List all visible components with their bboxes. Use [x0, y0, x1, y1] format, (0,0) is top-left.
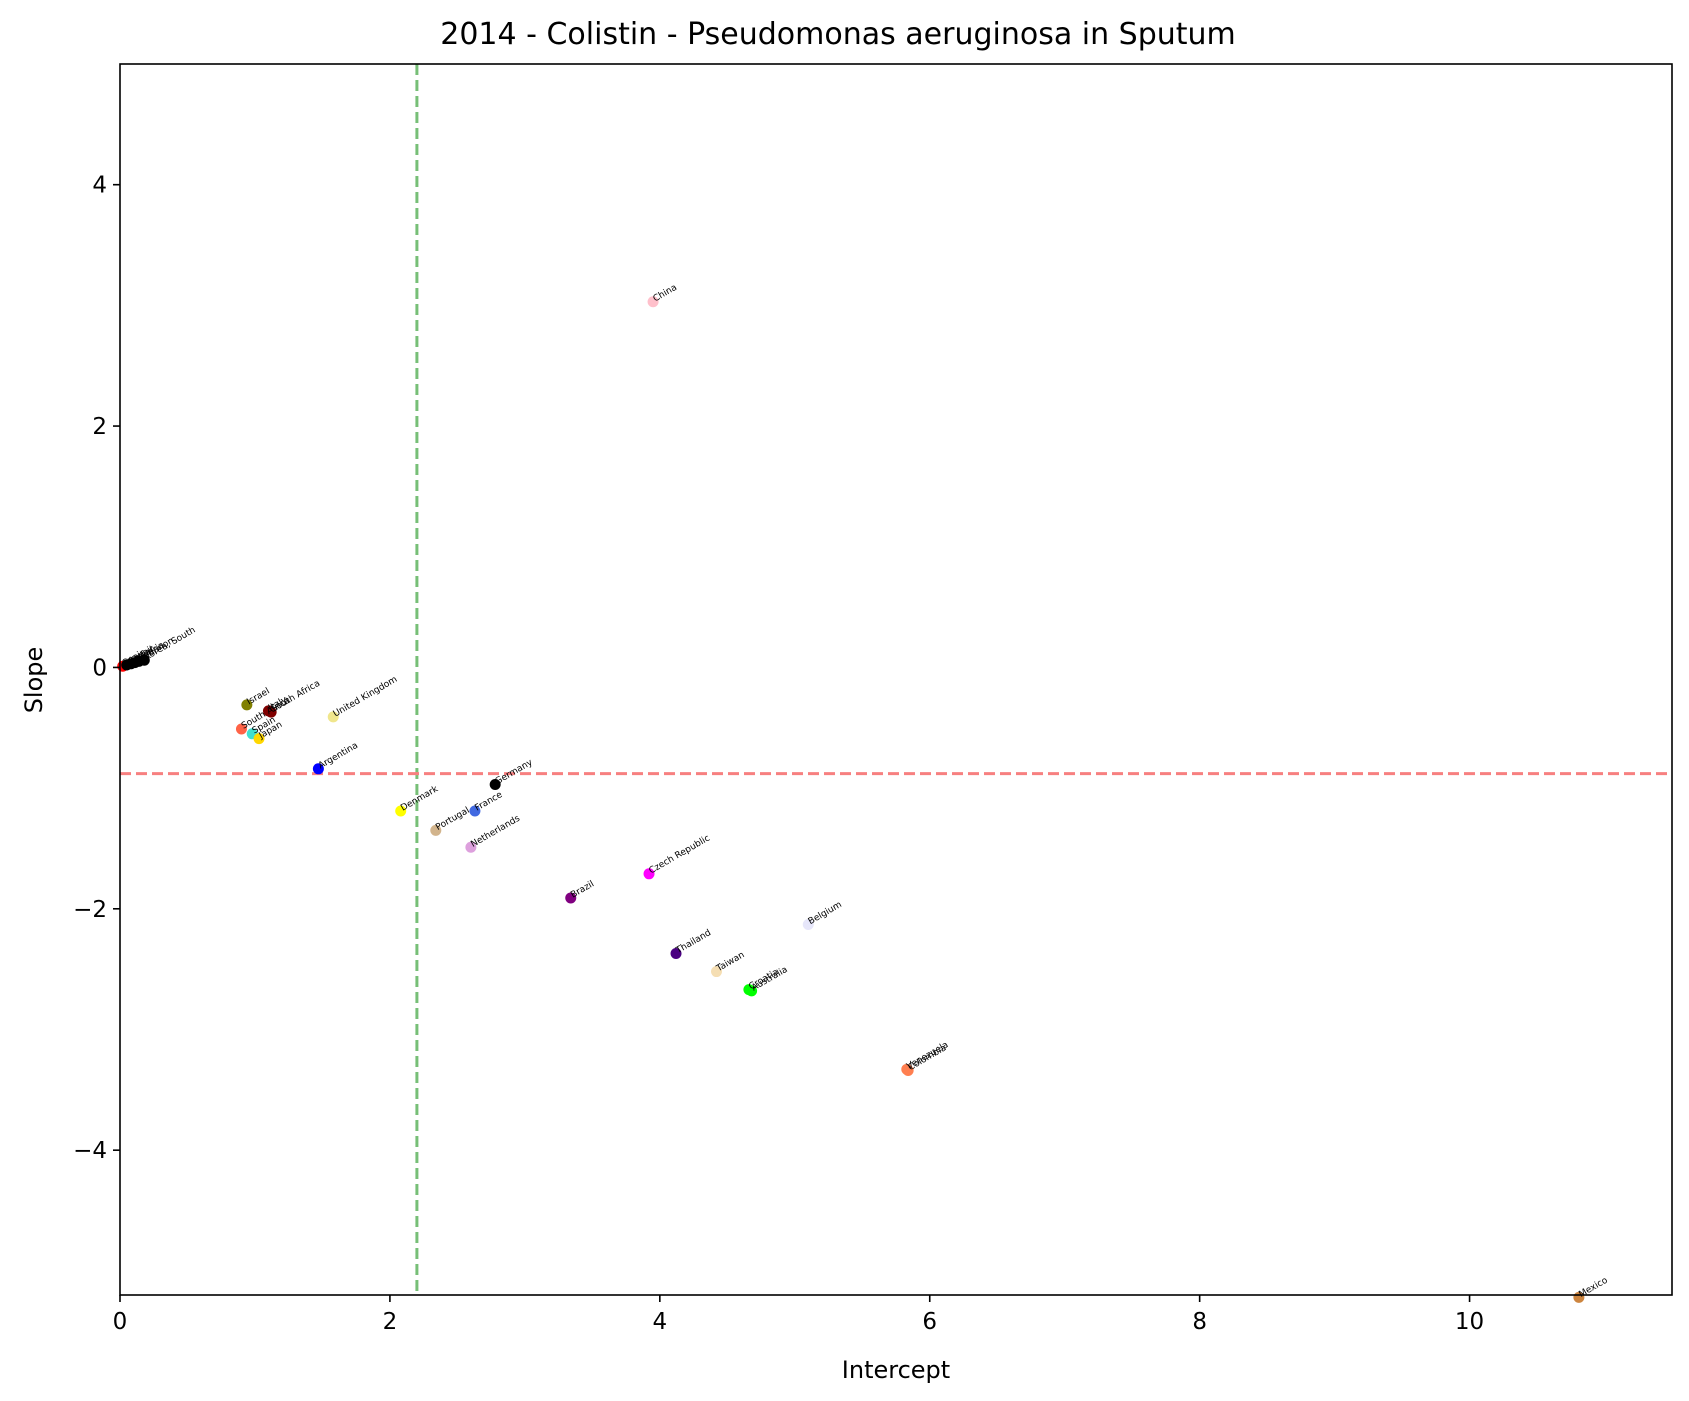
data-point: [465, 841, 477, 853]
data-point: [802, 918, 814, 930]
point-label: China: [652, 283, 679, 305]
data-point: [670, 947, 682, 959]
point-label: Denmark: [399, 784, 441, 814]
point-label: Taiwan: [714, 950, 746, 974]
x-tick-label: 0: [113, 1309, 128, 1335]
data-point: [235, 723, 247, 735]
x-tick-label: 6: [922, 1309, 937, 1335]
data-point: [312, 763, 324, 775]
point-label: Venezuela: [905, 1040, 950, 1072]
data-point: [489, 778, 501, 790]
point-label: Mexico: [1577, 1275, 1610, 1300]
data-points: [117, 296, 1585, 1303]
point-label: Belgium: [807, 900, 844, 927]
point-label: Thailand: [674, 928, 713, 956]
y-tick-label: 0: [92, 655, 107, 681]
point-label: United Kingdom: [332, 675, 400, 720]
data-point: [395, 805, 407, 817]
data-point: [327, 711, 339, 723]
data-point: [643, 868, 655, 880]
point-label: Czech Republic: [648, 833, 712, 876]
point-label: France: [473, 790, 504, 814]
chart-title: 2014 - Colistin - Pseudomonas aeruginosa…: [440, 17, 1236, 52]
y-tick-label: −2: [73, 897, 107, 923]
point-labels: ChinaSpainKuwaitQatarNigeriaLebanonKorea…: [121, 283, 1610, 1300]
y-axis-ticks: −4 −2 0 2 4: [73, 173, 120, 1164]
x-tick-label: 10: [1455, 1309, 1484, 1335]
x-tick-label: 8: [1192, 1309, 1207, 1335]
x-tick-label: 4: [653, 1309, 668, 1335]
data-point: [430, 824, 442, 836]
data-point: [647, 296, 659, 308]
data-point: [138, 654, 150, 666]
x-axis-label: Intercept: [842, 1356, 950, 1384]
x-tick-label: 2: [383, 1309, 398, 1335]
data-point: [469, 805, 481, 817]
y-axis-label: Slope: [20, 647, 48, 714]
y-tick-label: 2: [92, 414, 107, 440]
y-tick-label: 4: [92, 173, 107, 199]
point-label: Netherlands: [469, 814, 522, 850]
data-point: [262, 705, 274, 717]
data-point: [711, 966, 723, 978]
data-point: [253, 733, 265, 745]
plot-frame: [119, 63, 1673, 1296]
x-axis-ticks: 0 2 4 6 8 10: [113, 1295, 1484, 1335]
data-point: [901, 1063, 913, 1075]
y-tick-label: −4: [73, 1138, 107, 1164]
reference-lines: [120, 64, 1672, 1295]
point-label: Argentina: [317, 741, 360, 772]
data-point: [565, 892, 577, 904]
data-point: [743, 984, 755, 996]
data-point: [241, 699, 253, 711]
point-label: Brazil: [569, 879, 596, 900]
point-label: Portugal: [434, 806, 471, 833]
